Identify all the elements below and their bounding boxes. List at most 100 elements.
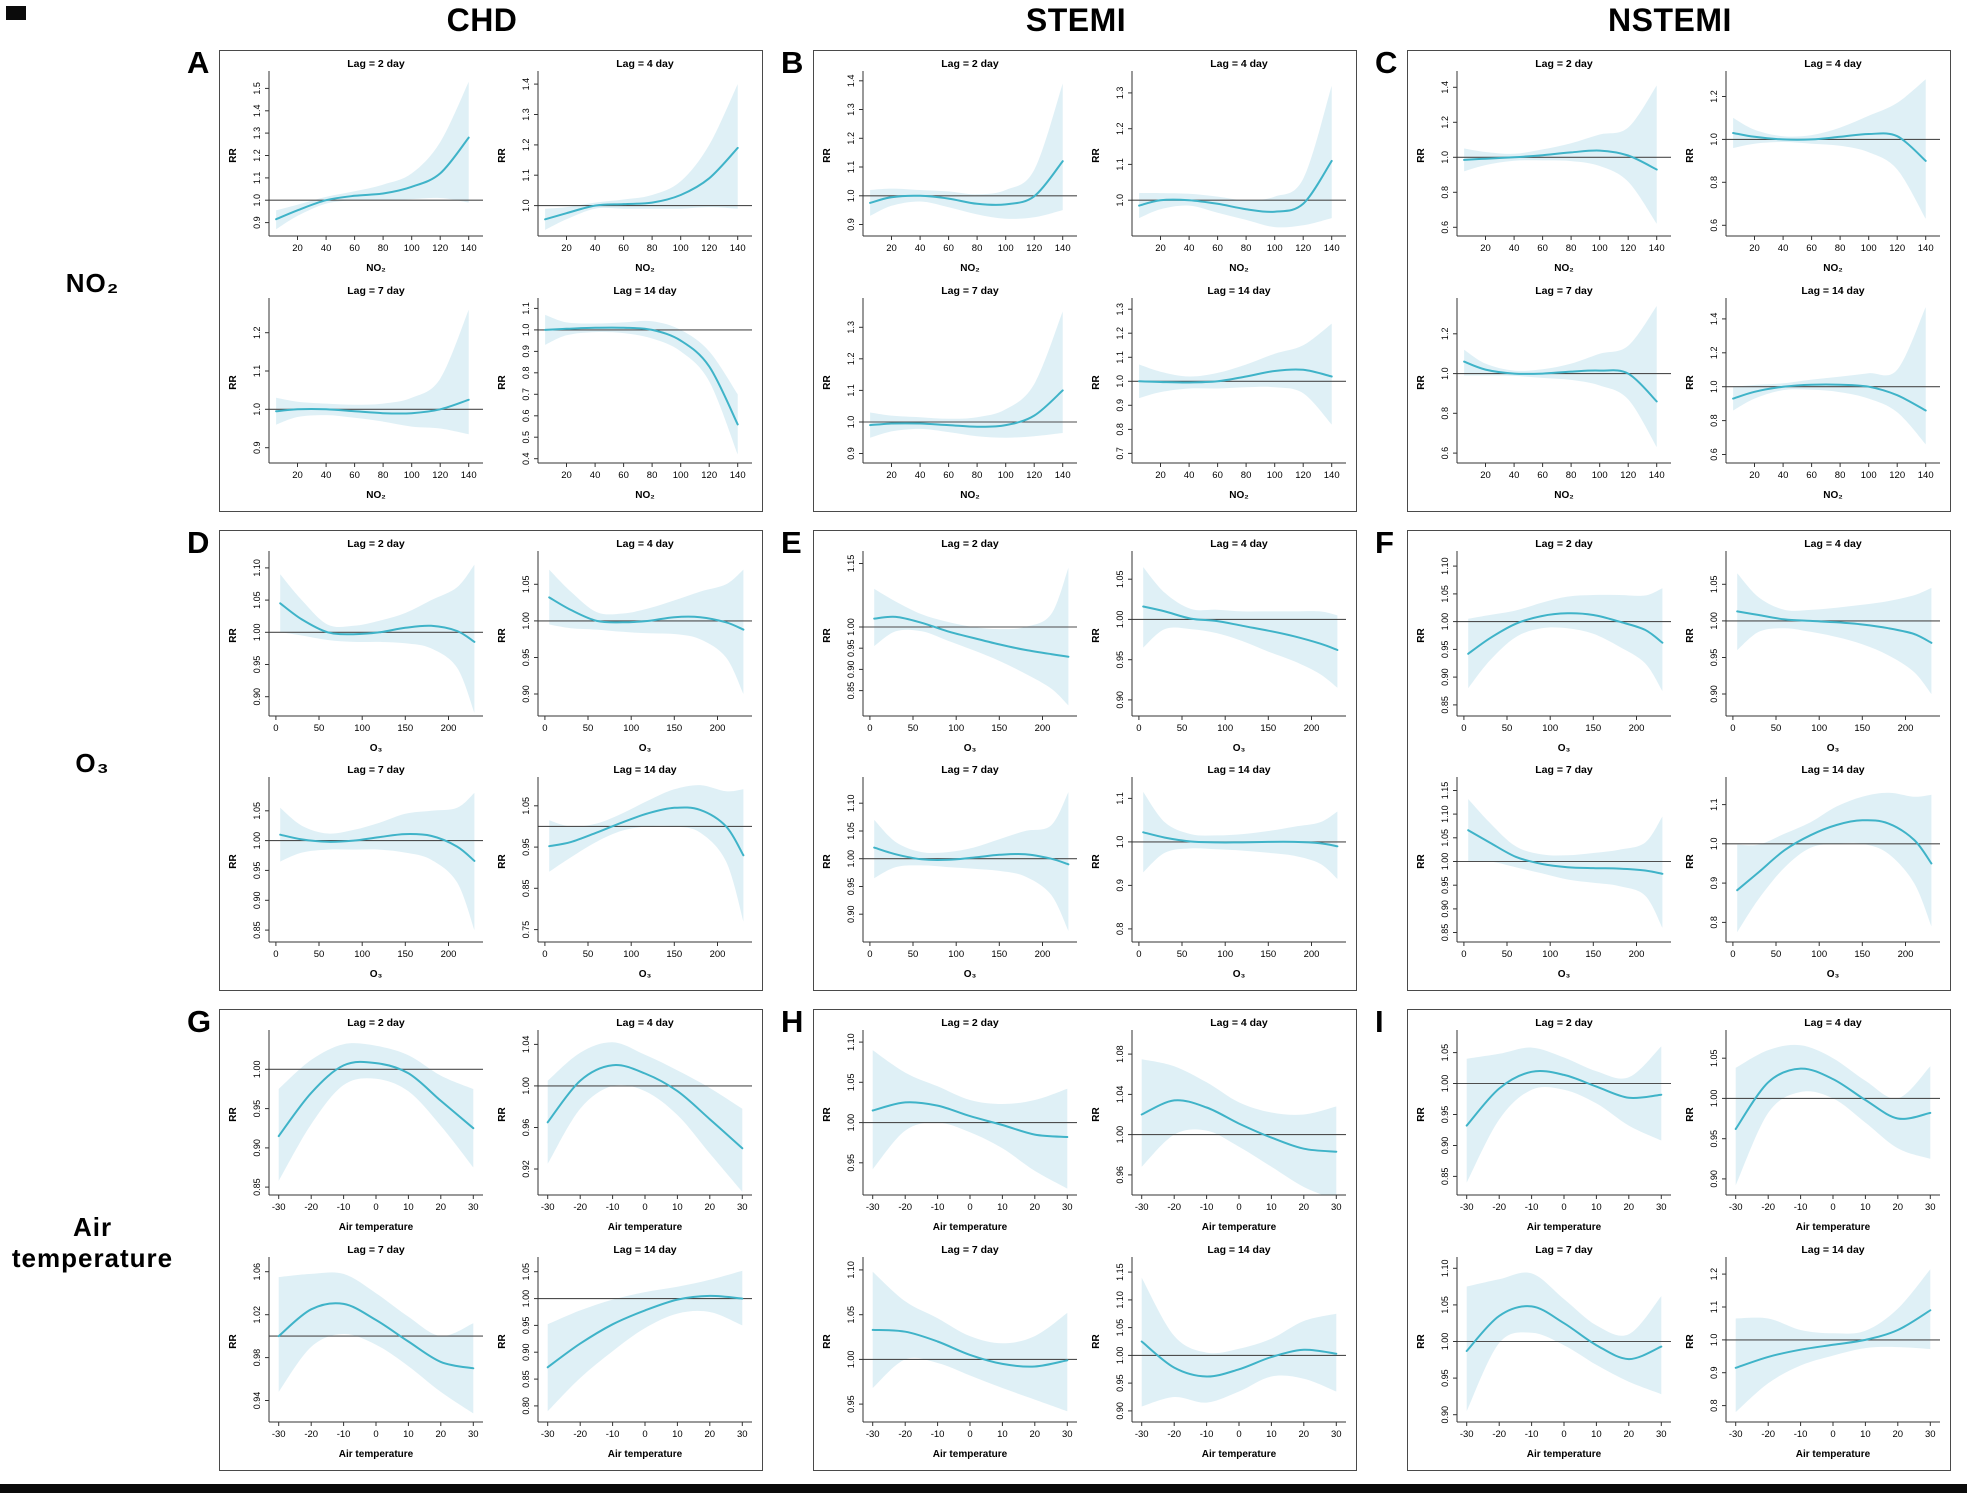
confidence-band xyxy=(1141,1277,1336,1407)
svg-text:10: 10 xyxy=(403,1429,414,1440)
svg-text:150: 150 xyxy=(397,949,413,960)
y-axis: 0.90 0.95 1.00 1.05 RR xyxy=(1685,1030,1726,1196)
x-axis-label: NO₂ xyxy=(1554,263,1573,274)
svg-text:100: 100 xyxy=(1266,470,1282,481)
confidence-band xyxy=(872,1271,1067,1412)
svg-text:1.1: 1.1 xyxy=(521,169,531,182)
svg-text:140: 140 xyxy=(1648,243,1664,254)
svg-text:0: 0 xyxy=(1730,949,1735,960)
subplot-B-0: Lag = 2 day 0.9 1.0 1.1 1.2 1.3 1.4 RR 20 40 60… xyxy=(822,58,1077,274)
svg-text:1.15: 1.15 xyxy=(1115,1263,1125,1281)
svg-text:200: 200 xyxy=(1628,723,1644,734)
svg-text:0: 0 xyxy=(642,1202,647,1213)
svg-text:60: 60 xyxy=(1212,470,1223,481)
svg-text:100: 100 xyxy=(1591,470,1607,481)
svg-text:20: 20 xyxy=(561,470,572,481)
svg-text:0.90: 0.90 xyxy=(521,1343,531,1361)
svg-text:1.00: 1.00 xyxy=(1115,1126,1125,1144)
svg-text:60: 60 xyxy=(1212,243,1223,254)
svg-text:40: 40 xyxy=(1508,470,1519,481)
x-axis: -30 -20 -10 0 10 20 30 Air temperature xyxy=(1456,1421,1671,1460)
svg-text:-30: -30 xyxy=(1728,1202,1742,1213)
y-axis-label: RR xyxy=(497,1107,508,1122)
y-axis-label: RR xyxy=(1091,1334,1102,1349)
exposure-response-curve xyxy=(277,1061,474,1138)
subplot-title: Lag = 14 day xyxy=(1801,285,1864,297)
svg-text:80: 80 xyxy=(971,470,982,481)
svg-text:1.02: 1.02 xyxy=(252,1306,262,1324)
exposure-response-curve xyxy=(1141,831,1338,848)
svg-text:0.90: 0.90 xyxy=(1440,1406,1450,1424)
y-axis-label: RR xyxy=(497,1334,508,1349)
svg-text:0.90: 0.90 xyxy=(252,892,262,910)
svg-text:1.0: 1.0 xyxy=(846,415,856,428)
svg-text:0.8: 0.8 xyxy=(1709,176,1719,189)
x-axis-label: O₃ xyxy=(638,743,651,754)
svg-text:0.90: 0.90 xyxy=(252,1139,262,1157)
x-axis: -30 -20 -10 0 10 20 30 Air temperature xyxy=(1725,1421,1940,1460)
subplot-title: Lag = 2 day xyxy=(941,538,999,550)
x-axis-label: Air temperature xyxy=(1526,1222,1601,1233)
svg-text:140: 140 xyxy=(460,243,476,254)
subplot-grid-H: Lag = 2 day 0.95 1.00 1.05 1.10 RR -30 -20 -1… xyxy=(814,1010,1356,1470)
svg-text:1.00: 1.00 xyxy=(1709,612,1719,630)
svg-text:0.9: 0.9 xyxy=(846,447,856,460)
confidence-band xyxy=(1467,587,1662,691)
svg-text:1.05: 1.05 xyxy=(1440,585,1450,603)
exposure-response-curve xyxy=(1140,1340,1337,1378)
svg-text:50: 50 xyxy=(1176,949,1187,960)
x-axis-label: O₃ xyxy=(1232,969,1245,980)
x-axis-label: O₃ xyxy=(963,969,976,980)
svg-text:0: 0 xyxy=(867,723,872,734)
subplot-A-1: Lag = 4 day 1.0 1.1 1.2 1.3 1.4 RR 20 40 60 80 1… xyxy=(497,58,752,274)
x-axis-label: NO₂ xyxy=(635,490,654,501)
svg-text:0: 0 xyxy=(542,723,547,734)
subplot-I-3: Lag = 14 day 0.8 0.9 1.0 1.1 1.2 RR -30 -20 -1… xyxy=(1685,1244,1940,1460)
svg-text:120: 120 xyxy=(1620,470,1636,481)
subplot-C-0: Lag = 2 day 0.6 0.8 1.0 1.2 1.4 RR 20 40 60 80 1… xyxy=(1416,58,1671,274)
subplot-grid-B: Lag = 2 day 0.9 1.0 1.1 1.2 1.3 1.4 RR 20 40 60… xyxy=(814,51,1356,511)
svg-text:80: 80 xyxy=(646,470,657,481)
y-axis: 0.75 0.85 0.95 1.05 RR xyxy=(497,777,538,943)
svg-text:100: 100 xyxy=(1860,243,1876,254)
y-axis-label: RR xyxy=(1685,1334,1696,1349)
svg-text:200: 200 xyxy=(1628,949,1644,960)
svg-text:0: 0 xyxy=(967,1202,972,1213)
subplot-D-1: Lag = 4 day 0.90 0.95 1.00 1.05 RR 0 50 100 15… xyxy=(497,538,752,754)
svg-text:120: 120 xyxy=(432,243,448,254)
y-axis: 0.85 0.90 0.95 1.00 1.05 RR xyxy=(228,777,269,943)
confidence-band xyxy=(872,1050,1067,1189)
column-header-nstemi: NSTEMI xyxy=(1608,2,1732,38)
panel-H: H Lag = 2 day 0.95 1.00 1.05 1.10 RR -30 -20… xyxy=(781,1004,1357,1471)
x-axis: 0 50 100 150 200 O₃ xyxy=(1456,715,1671,754)
exposure-response-curve xyxy=(1462,149,1658,171)
x-axis: -30 -20 -10 0 10 20 30 Air temperature xyxy=(1131,1421,1346,1460)
y-axis-label: RR xyxy=(1685,1107,1696,1122)
x-axis: 0 50 100 150 200 O₃ xyxy=(1131,715,1346,754)
x-axis-label: O₃ xyxy=(369,969,382,980)
subplot-E-0: Lag = 2 day 0.85 0.90 0.95 1.00 1.15 RR 0 50 1… xyxy=(822,538,1077,754)
svg-text:80: 80 xyxy=(1565,243,1576,254)
y-axis: 0.95 1.00 1.05 1.10 RR xyxy=(822,1257,863,1423)
subplot-G-2: Lag = 7 day 0.94 0.98 1.02 1.06 RR -30 -20 -1… xyxy=(228,1244,483,1460)
svg-text:0.6: 0.6 xyxy=(1440,221,1450,234)
svg-text:0.75: 0.75 xyxy=(521,921,531,939)
svg-text:-20: -20 xyxy=(1167,1429,1181,1440)
subplot-A-2: Lag = 7 day 0.9 1.0 1.1 1.2 RR 20 40 60 80 100 1… xyxy=(228,285,483,501)
y-axis: 0.80 0.85 0.90 0.95 1.00 1.05 RR xyxy=(497,1257,538,1423)
x-axis-label: Air temperature xyxy=(1526,1449,1601,1460)
y-axis-label: RR xyxy=(1091,1107,1102,1122)
svg-text:0.95: 0.95 xyxy=(846,878,856,896)
svg-text:1.05: 1.05 xyxy=(846,823,856,841)
svg-text:100: 100 xyxy=(672,470,688,481)
panel-F: F Lag = 2 day 0.85 0.90 0.95 1.00 1.05 1.10 R… xyxy=(1375,525,1951,992)
svg-text:0.96: 0.96 xyxy=(521,1119,531,1137)
svg-text:140: 140 xyxy=(1323,470,1339,481)
subplot-title: Lag = 2 day xyxy=(1535,58,1593,70)
subplot-B-2: Lag = 7 day 0.9 1.0 1.1 1.2 1.3 RR 20 40 60 80 1… xyxy=(822,285,1077,501)
svg-text:1.0: 1.0 xyxy=(252,403,262,416)
y-axis-label: RR xyxy=(1091,627,1102,642)
x-axis-label: NO₂ xyxy=(366,263,385,274)
y-axis: 0.90 0.95 1.00 1.05 1.10 1.15 RR xyxy=(1091,1257,1132,1423)
svg-text:20: 20 xyxy=(292,243,303,254)
